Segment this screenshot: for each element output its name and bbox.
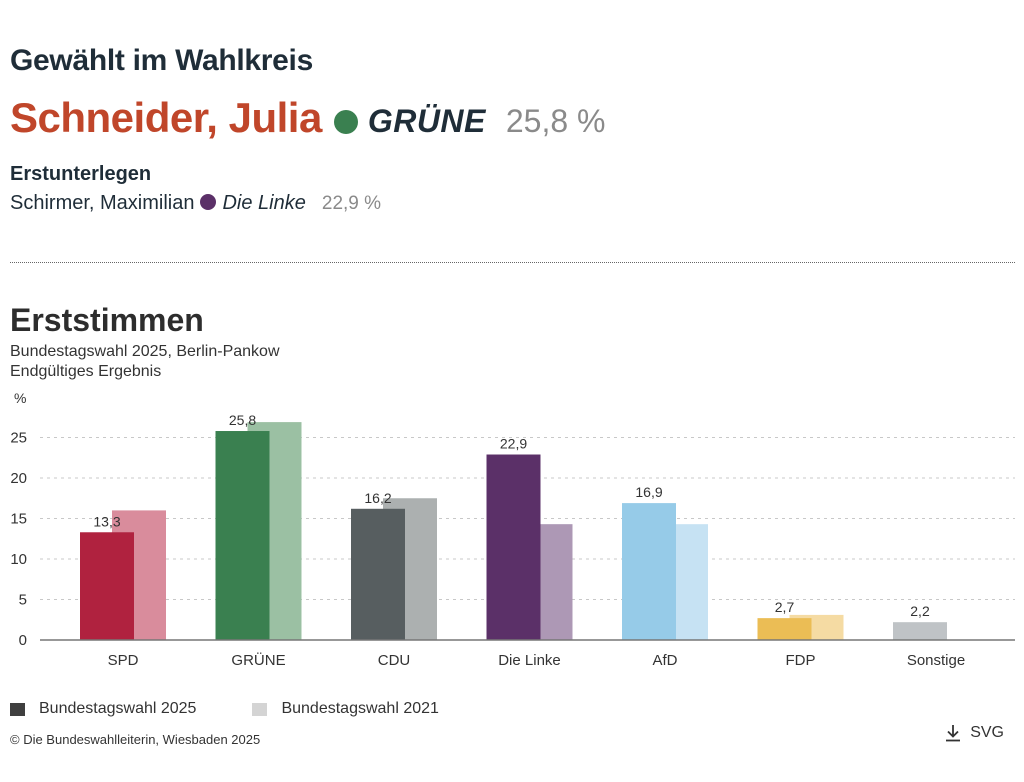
chart-legend: Bundestagswahl 2025 Bundestagswahl 2021 (10, 700, 495, 718)
x-tick-label: AfD (652, 652, 677, 669)
winner-percent: 25,8 % (505, 103, 606, 139)
bar-2025-die-linke (486, 454, 541, 640)
section-divider (10, 262, 1015, 263)
bar-chart: % 0 5 10 15 20 25 13,3 SPD 25,8 GRÜNE 16,2 CDU 22,9 Di… (10, 390, 1015, 669)
y-axis-label: % (14, 390, 26, 406)
runner-up-percent: 22,9 % (321, 193, 382, 214)
bar-2025-afd (622, 503, 676, 640)
runner-up-heading: Erstunterlegen (10, 163, 152, 185)
winner-heading: Gewählt im Wahlkreis (10, 44, 313, 77)
chart-subtitle: Bundestagswahl 2025, Berlin-Pankow (10, 343, 280, 360)
legend-item-2021[interactable]: Bundestagswahl 2021 (252, 700, 439, 718)
bar-2025-spd (80, 532, 134, 640)
bar-value-label: 25,8 (229, 412, 256, 428)
download-icon (946, 725, 961, 742)
bar-2025-cdu (351, 508, 405, 640)
party-color-dot-icon (200, 194, 217, 210)
x-tick-label: GRÜNE (231, 651, 285, 669)
winner-name: Schneider, Julia (10, 94, 322, 141)
bar-2025-sonstige (893, 622, 947, 640)
bar-value-label: 16,9 (635, 484, 662, 500)
winner-row: Schneider, Julia GRÜNE 25,8 % (10, 94, 606, 142)
runner-up-party: Die Linke (222, 192, 306, 214)
x-tick-label: FDP (786, 652, 816, 669)
y-tick-label: 25 (10, 430, 27, 447)
x-tick-label: Die Linke (498, 652, 561, 669)
bar-2025-fdp (757, 618, 812, 640)
party-color-dot-icon (333, 110, 358, 134)
x-tick-label: CDU (378, 652, 411, 669)
y-tick-label: 15 (10, 511, 27, 528)
bar-value-label: 16,2 (364, 490, 391, 506)
legend-item-2025[interactable]: Bundestagswahl 2025 (10, 700, 196, 718)
bar-2025-grüne (215, 431, 270, 640)
y-tick-label: 20 (10, 470, 27, 487)
legend-swatch-2021 (252, 702, 268, 716)
winner-party: GRÜNE (367, 103, 486, 139)
bar-value-label: 22,9 (500, 436, 527, 452)
y-tick-label: 0 (19, 632, 27, 649)
y-tick-label: 10 (10, 551, 27, 568)
chart-subtitle-status: Endgültiges Ergebnis (10, 363, 162, 380)
download-svg-label: SVG (970, 724, 1004, 741)
bar-value-label: 2,7 (775, 599, 795, 615)
bar-value-label: 13,3 (93, 513, 120, 529)
chart-title: Erststimmen (10, 302, 204, 338)
runner-up-name: Schirmer, Maximilian (10, 192, 195, 214)
y-tick-label: 5 (19, 592, 27, 609)
legend-label-2021: Bundestagswahl 2021 (281, 700, 439, 717)
legend-label-2025: Bundestagswahl 2025 (39, 700, 197, 717)
runner-up-row: Schirmer, Maximilian Die Linke 22,9 % (10, 192, 381, 215)
x-tick-label: SPD (108, 652, 139, 669)
x-tick-label: Sonstige (907, 652, 965, 669)
source-credit: © Die Bundeswahlleiterin, Wiesbaden 2025 (10, 732, 261, 747)
legend-swatch-2025 (10, 702, 25, 716)
bar-value-label: 2,2 (910, 603, 930, 619)
download-svg-button[interactable]: SVG (944, 724, 1004, 742)
